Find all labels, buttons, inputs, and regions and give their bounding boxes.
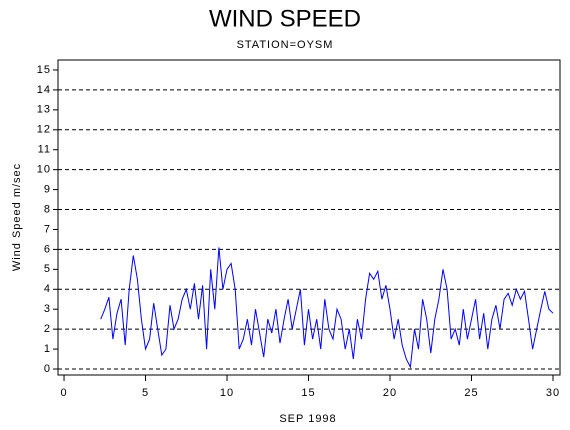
y-tick-label: 8 <box>44 203 51 215</box>
x-tick-label: 10 <box>220 387 234 399</box>
y-tick-label: 7 <box>44 223 51 235</box>
y-tick-label: 15 <box>37 64 51 76</box>
y-tick-label: 11 <box>38 144 51 156</box>
x-tick-label: 5 <box>142 387 149 399</box>
y-tick-label: 0 <box>44 363 51 375</box>
x-axis-label: SEP 1998 <box>279 413 336 425</box>
x-tick-label: 25 <box>464 387 478 399</box>
y-tick-label: 3 <box>44 303 51 315</box>
x-tick-label: 30 <box>546 387 560 399</box>
y-tick-label: 2 <box>44 323 51 335</box>
y-tick-label: 1 <box>44 343 51 355</box>
plot-frame <box>57 59 561 376</box>
y-tick-label: 14 <box>37 84 51 96</box>
x-tick-label: 20 <box>383 387 397 399</box>
x-tick-label: 15 <box>301 387 315 399</box>
y-tick-label: 13 <box>37 104 51 116</box>
y-tick-label: 12 <box>37 124 51 136</box>
chart-title: WIND SPEED <box>209 5 361 32</box>
y-tick-label: 9 <box>44 183 51 195</box>
y-tick-label: 5 <box>44 263 51 275</box>
y-tick-label: 6 <box>44 243 51 255</box>
data-line <box>100 247 554 369</box>
y-axis-label: Wind Speed m/sec <box>11 163 23 271</box>
y-tick-label: 10 <box>37 164 51 176</box>
x-tick-label: 0 <box>60 387 67 399</box>
y-tick-label: 4 <box>44 283 51 295</box>
chart-subtitle: STATION=OYSM <box>237 39 334 51</box>
